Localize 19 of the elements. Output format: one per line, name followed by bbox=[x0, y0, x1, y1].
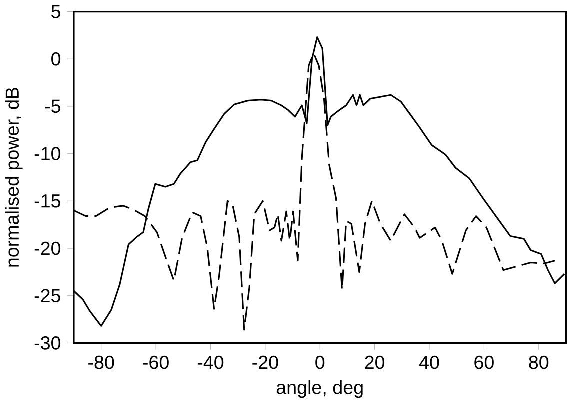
y-tick-label: 0 bbox=[52, 52, 61, 66]
x-axis-title: angle, deg bbox=[276, 380, 363, 398]
x-tick-label: 40 bbox=[419, 356, 440, 370]
y-tick-label: -30 bbox=[34, 336, 61, 350]
y-tick-label: -5 bbox=[45, 100, 60, 113]
y-tick-label: -15 bbox=[34, 194, 60, 208]
x-tick-label: -40 bbox=[198, 356, 224, 370]
x-tick-label: 60 bbox=[474, 356, 494, 370]
x-tick-label: -20 bbox=[252, 356, 278, 370]
y-tick-label: 5 bbox=[52, 5, 60, 18]
x-tick-label: 80 bbox=[529, 356, 549, 370]
y-tick-label: -10 bbox=[34, 147, 61, 160]
x-tick-label: -80 bbox=[88, 356, 114, 370]
x-tick-label: 0 bbox=[316, 356, 325, 370]
y-axis-title: normalised power, dB bbox=[5, 88, 23, 267]
x-tick-label: 20 bbox=[365, 356, 385, 370]
y-tick-label: -25 bbox=[34, 289, 60, 302]
x-tick-label: -60 bbox=[143, 356, 169, 370]
y-tick-label: -20 bbox=[34, 242, 61, 256]
